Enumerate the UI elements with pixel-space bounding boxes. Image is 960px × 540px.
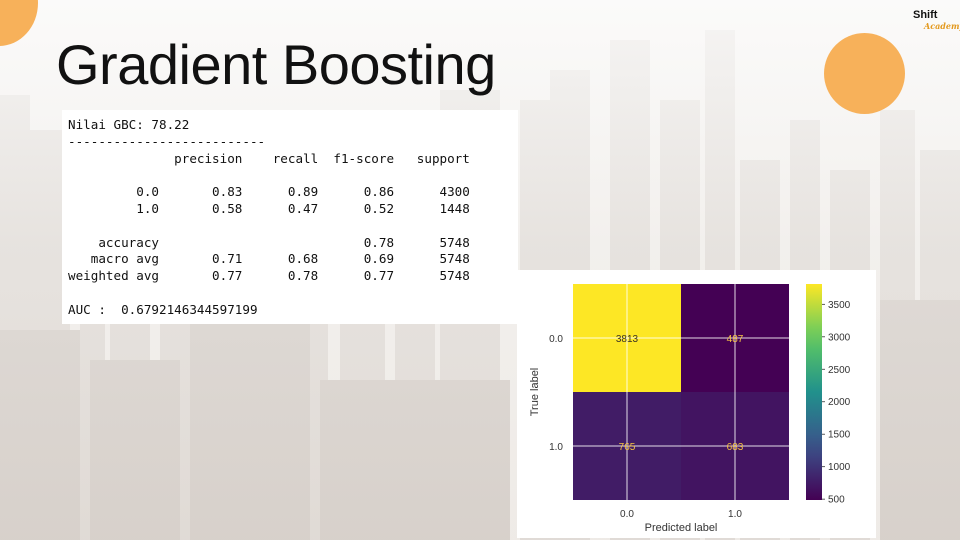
x-axis-label: Predicted label bbox=[645, 522, 718, 534]
classification-report-text: Nilai GBC: 78.22 -----------------------… bbox=[68, 117, 470, 319]
classification-report-panel: Nilai GBC: 78.22 -----------------------… bbox=[62, 110, 518, 324]
colorbar-tick-label: 3500 bbox=[828, 300, 851, 311]
report-line: Nilai GBC: 78.22 bbox=[68, 117, 190, 132]
report-line: precision recall f1-score support bbox=[68, 150, 470, 166]
logo-text: Shift bbox=[913, 9, 938, 21]
logo-subtext: Academy bbox=[924, 21, 960, 31]
y-tick-label: 1.0 bbox=[549, 442, 563, 453]
colorbar-tick-label: 2000 bbox=[828, 397, 851, 408]
colorbar-tick-label: 1000 bbox=[828, 462, 851, 473]
report-line: 0.0 0.83 0.89 0.86 4300 bbox=[68, 184, 470, 200]
x-tick-label: 1.0 bbox=[728, 509, 742, 520]
colorbar-tick-label: 500 bbox=[828, 495, 845, 506]
colorbar-tick-label: 2500 bbox=[828, 365, 851, 376]
confusion-matrix-panel: 3813 487 765 683 0.0 1.0 0.0 1.0 Predicted label… bbox=[517, 270, 876, 538]
colorbar-tick-label: 3000 bbox=[828, 332, 851, 343]
confusion-matrix-chart: 3813 487 765 683 0.0 1.0 0.0 1.0 Predicted label… bbox=[529, 284, 851, 534]
report-line: AUC : 0.6792146344597199 bbox=[68, 301, 258, 317]
cell-value: 3813 bbox=[616, 334, 639, 345]
report-line: accuracy 0.78 5748 bbox=[68, 234, 470, 250]
cell-value: 683 bbox=[727, 442, 744, 453]
decor-circle-top-right bbox=[824, 33, 905, 114]
colorbar bbox=[806, 284, 822, 500]
brand-logo: Shift Academy bbox=[910, 8, 960, 31]
x-tick-label: 0.0 bbox=[620, 509, 634, 520]
report-line: -------------------------- bbox=[68, 133, 266, 149]
report-line: 1.0 0.58 0.47 0.52 1448 bbox=[68, 200, 470, 216]
cell-value: 765 bbox=[619, 442, 636, 453]
report-line: weighted avg 0.77 0.78 0.77 5748 bbox=[68, 268, 470, 284]
report-line: macro avg 0.71 0.68 0.69 5748 bbox=[68, 251, 470, 267]
y-tick-label: 0.0 bbox=[549, 334, 563, 345]
slide-title: Gradient Boosting bbox=[56, 33, 496, 96]
cell-value: 487 bbox=[727, 334, 744, 345]
y-axis-label: True label bbox=[529, 368, 541, 417]
colorbar-tick-label: 1500 bbox=[828, 430, 851, 441]
